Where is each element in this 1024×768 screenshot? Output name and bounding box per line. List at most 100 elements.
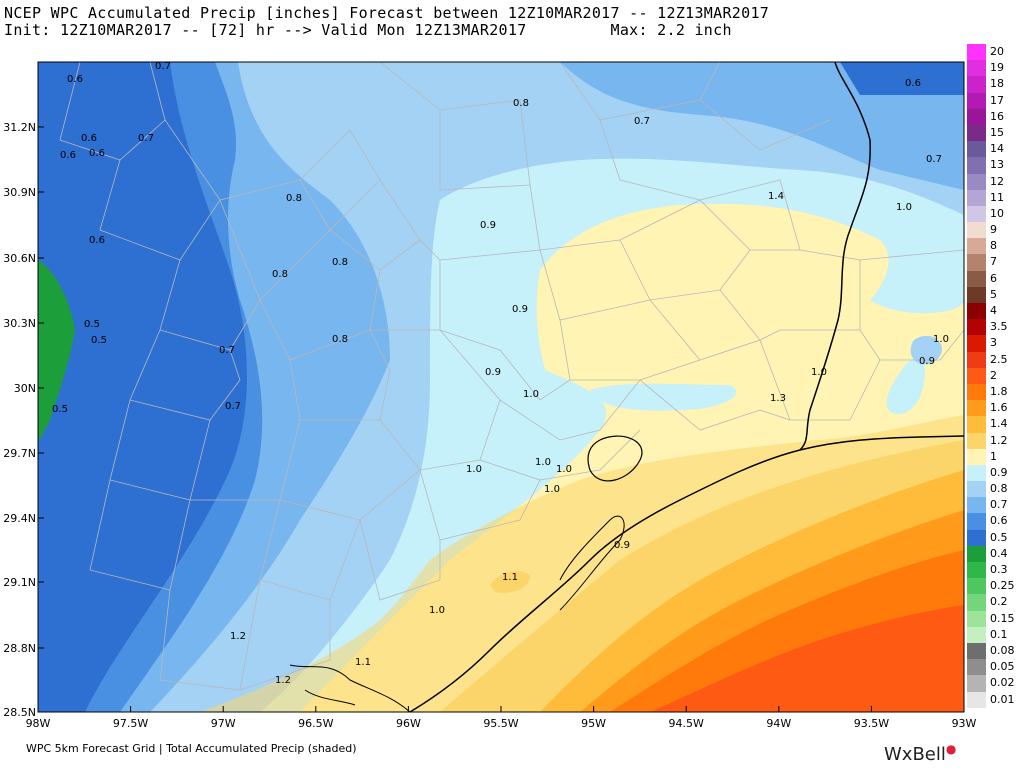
contour-label: 0.6: [89, 235, 105, 246]
precip-shading: [38, 62, 964, 712]
county-lines: [59, 62, 964, 691]
legend-label: 0.3: [990, 563, 1008, 576]
legend-label: 9: [990, 223, 997, 237]
legend-swatch: [967, 270, 986, 287]
legend-swatch: [967, 448, 986, 465]
brand-text: WxBell: [884, 744, 946, 765]
lat-tick-label: 29.1N: [3, 576, 36, 589]
legend-label: 0.8: [990, 482, 1008, 496]
lon-tick-label: 95.5W: [483, 717, 518, 730]
legend-label: 0.9: [990, 465, 1008, 479]
legend-swatch: [967, 286, 986, 303]
contour-label: 1.0: [933, 334, 949, 345]
legend-item: 6: [967, 270, 1022, 287]
legend-label: 15: [990, 125, 1004, 139]
legend-swatch: [967, 529, 986, 546]
legend-swatch: [967, 400, 986, 417]
legend-item: 8: [967, 238, 1022, 255]
legend-item: 20: [967, 44, 1022, 61]
legend-label: 0.25: [990, 579, 1015, 593]
legend-item: 7: [967, 254, 1022, 271]
legend-item: 4: [967, 303, 1022, 320]
legend-item: 18: [967, 76, 1022, 93]
legend-label: 20: [990, 45, 1004, 58]
legend-swatch: [967, 513, 986, 530]
legend-swatch: [967, 464, 986, 482]
longitude-axis: 98W 97.5W 97W 96.5W 96W 95.5W 95W 94.5W 94W 93.5W…: [26, 706, 977, 730]
contour-label: 1.2: [230, 631, 246, 642]
legend-swatch: [967, 416, 986, 433]
legend-label: 0.7: [990, 498, 1008, 512]
legend-swatch: [967, 222, 986, 239]
contour-label: 1.4: [768, 191, 784, 202]
legend-swatch: [967, 610, 986, 627]
legend-swatch: [967, 108, 986, 125]
legend-label: 1.2: [990, 433, 1008, 447]
legend-item: 2.5: [967, 351, 1022, 368]
legend-label: 2: [990, 368, 997, 382]
legend-swatch: [967, 173, 986, 190]
contour-label: 1.0: [429, 605, 445, 616]
lon-tick-label: 94.5W: [669, 717, 704, 730]
legend-swatch: [967, 481, 986, 498]
legend-label: 0.08: [990, 643, 1015, 657]
legend-label: 0.2: [990, 595, 1008, 609]
legend-label: 12: [990, 174, 1004, 188]
lon-tick-label: 93.5W: [854, 717, 889, 730]
lat-tick-label: 30N: [14, 382, 36, 395]
legend-swatch: [967, 675, 986, 692]
legend-label: 10: [990, 206, 1004, 220]
title-line-2: Init: 12Z10MAR2017 -- [72] hr --> Valid …: [4, 21, 732, 39]
contour-label: 1.1: [502, 572, 518, 583]
legend-swatch: [967, 659, 986, 676]
lat-tick-label: 29.4N: [3, 512, 36, 525]
legend-label: 0.6: [990, 514, 1008, 528]
legend-item: 11: [967, 189, 1022, 206]
lat-tick-label: 29.7N: [3, 447, 36, 460]
contour-label: 0.7: [219, 345, 235, 356]
precip-legend: 20 19 18 17 16 15 14 13 12 11 10 9 8 7 6 5 4 3.5 3 2.5 2 1.8 1…: [967, 44, 1022, 708]
lon-tick-label: 97W: [211, 717, 236, 730]
legend-item: 0.15: [967, 610, 1022, 627]
contour-label: 0.8: [332, 334, 348, 345]
contour-label: 1.0: [523, 389, 539, 400]
legend-label: 19: [990, 61, 1004, 75]
legend-label: 7: [990, 255, 997, 269]
legend-item: 3: [967, 335, 1022, 352]
legend-item: 1.4: [967, 416, 1022, 433]
legend-label: 0.4: [990, 546, 1008, 560]
contour-label: 0.7: [225, 401, 241, 412]
contour-label: 1.2: [275, 675, 291, 686]
contour-label: 0.7: [926, 154, 942, 165]
legend-swatch: [967, 60, 986, 77]
contour-label: 0.6: [60, 150, 76, 161]
contour-label: 0.9: [485, 367, 501, 378]
contour-label: 1.0: [466, 464, 482, 475]
contour-label: 0.8: [513, 98, 529, 109]
contour-label: 0.9: [512, 304, 528, 315]
legend-item: 13: [967, 157, 1022, 174]
shade-2.0: [650, 605, 964, 712]
contour-label: 0.5: [84, 319, 100, 330]
legend-item: 0.7: [967, 497, 1022, 514]
contour-label: 0.5: [91, 335, 107, 346]
contour-label: 0.8: [272, 269, 288, 280]
legend-swatch: [967, 497, 986, 514]
legend-swatch: [967, 578, 986, 595]
galveston-bay: [587, 435, 643, 482]
contour-label: 0.9: [480, 220, 496, 231]
contour-label: 1.3: [770, 393, 786, 404]
legend-item: 0.4: [967, 545, 1022, 562]
contour-labels: 0.7 0.6 0.6 0.6 0.6 0.7 0.6 0.5 0.5 0.5 0.7 0.7 0.8 0…: [52, 61, 949, 686]
legend-swatch: [967, 141, 986, 158]
legend-swatch: [967, 383, 986, 401]
legend-item: 14: [967, 141, 1022, 158]
shade-0.4: [38, 260, 75, 440]
lon-tick-label: 95W: [581, 717, 606, 730]
legend-swatch: [967, 691, 986, 708]
lon-tick-label: 97.5W: [113, 717, 148, 730]
legend-swatch: [967, 319, 986, 336]
contour-label: 0.8: [332, 257, 348, 268]
legend-item: 2: [967, 367, 1022, 384]
